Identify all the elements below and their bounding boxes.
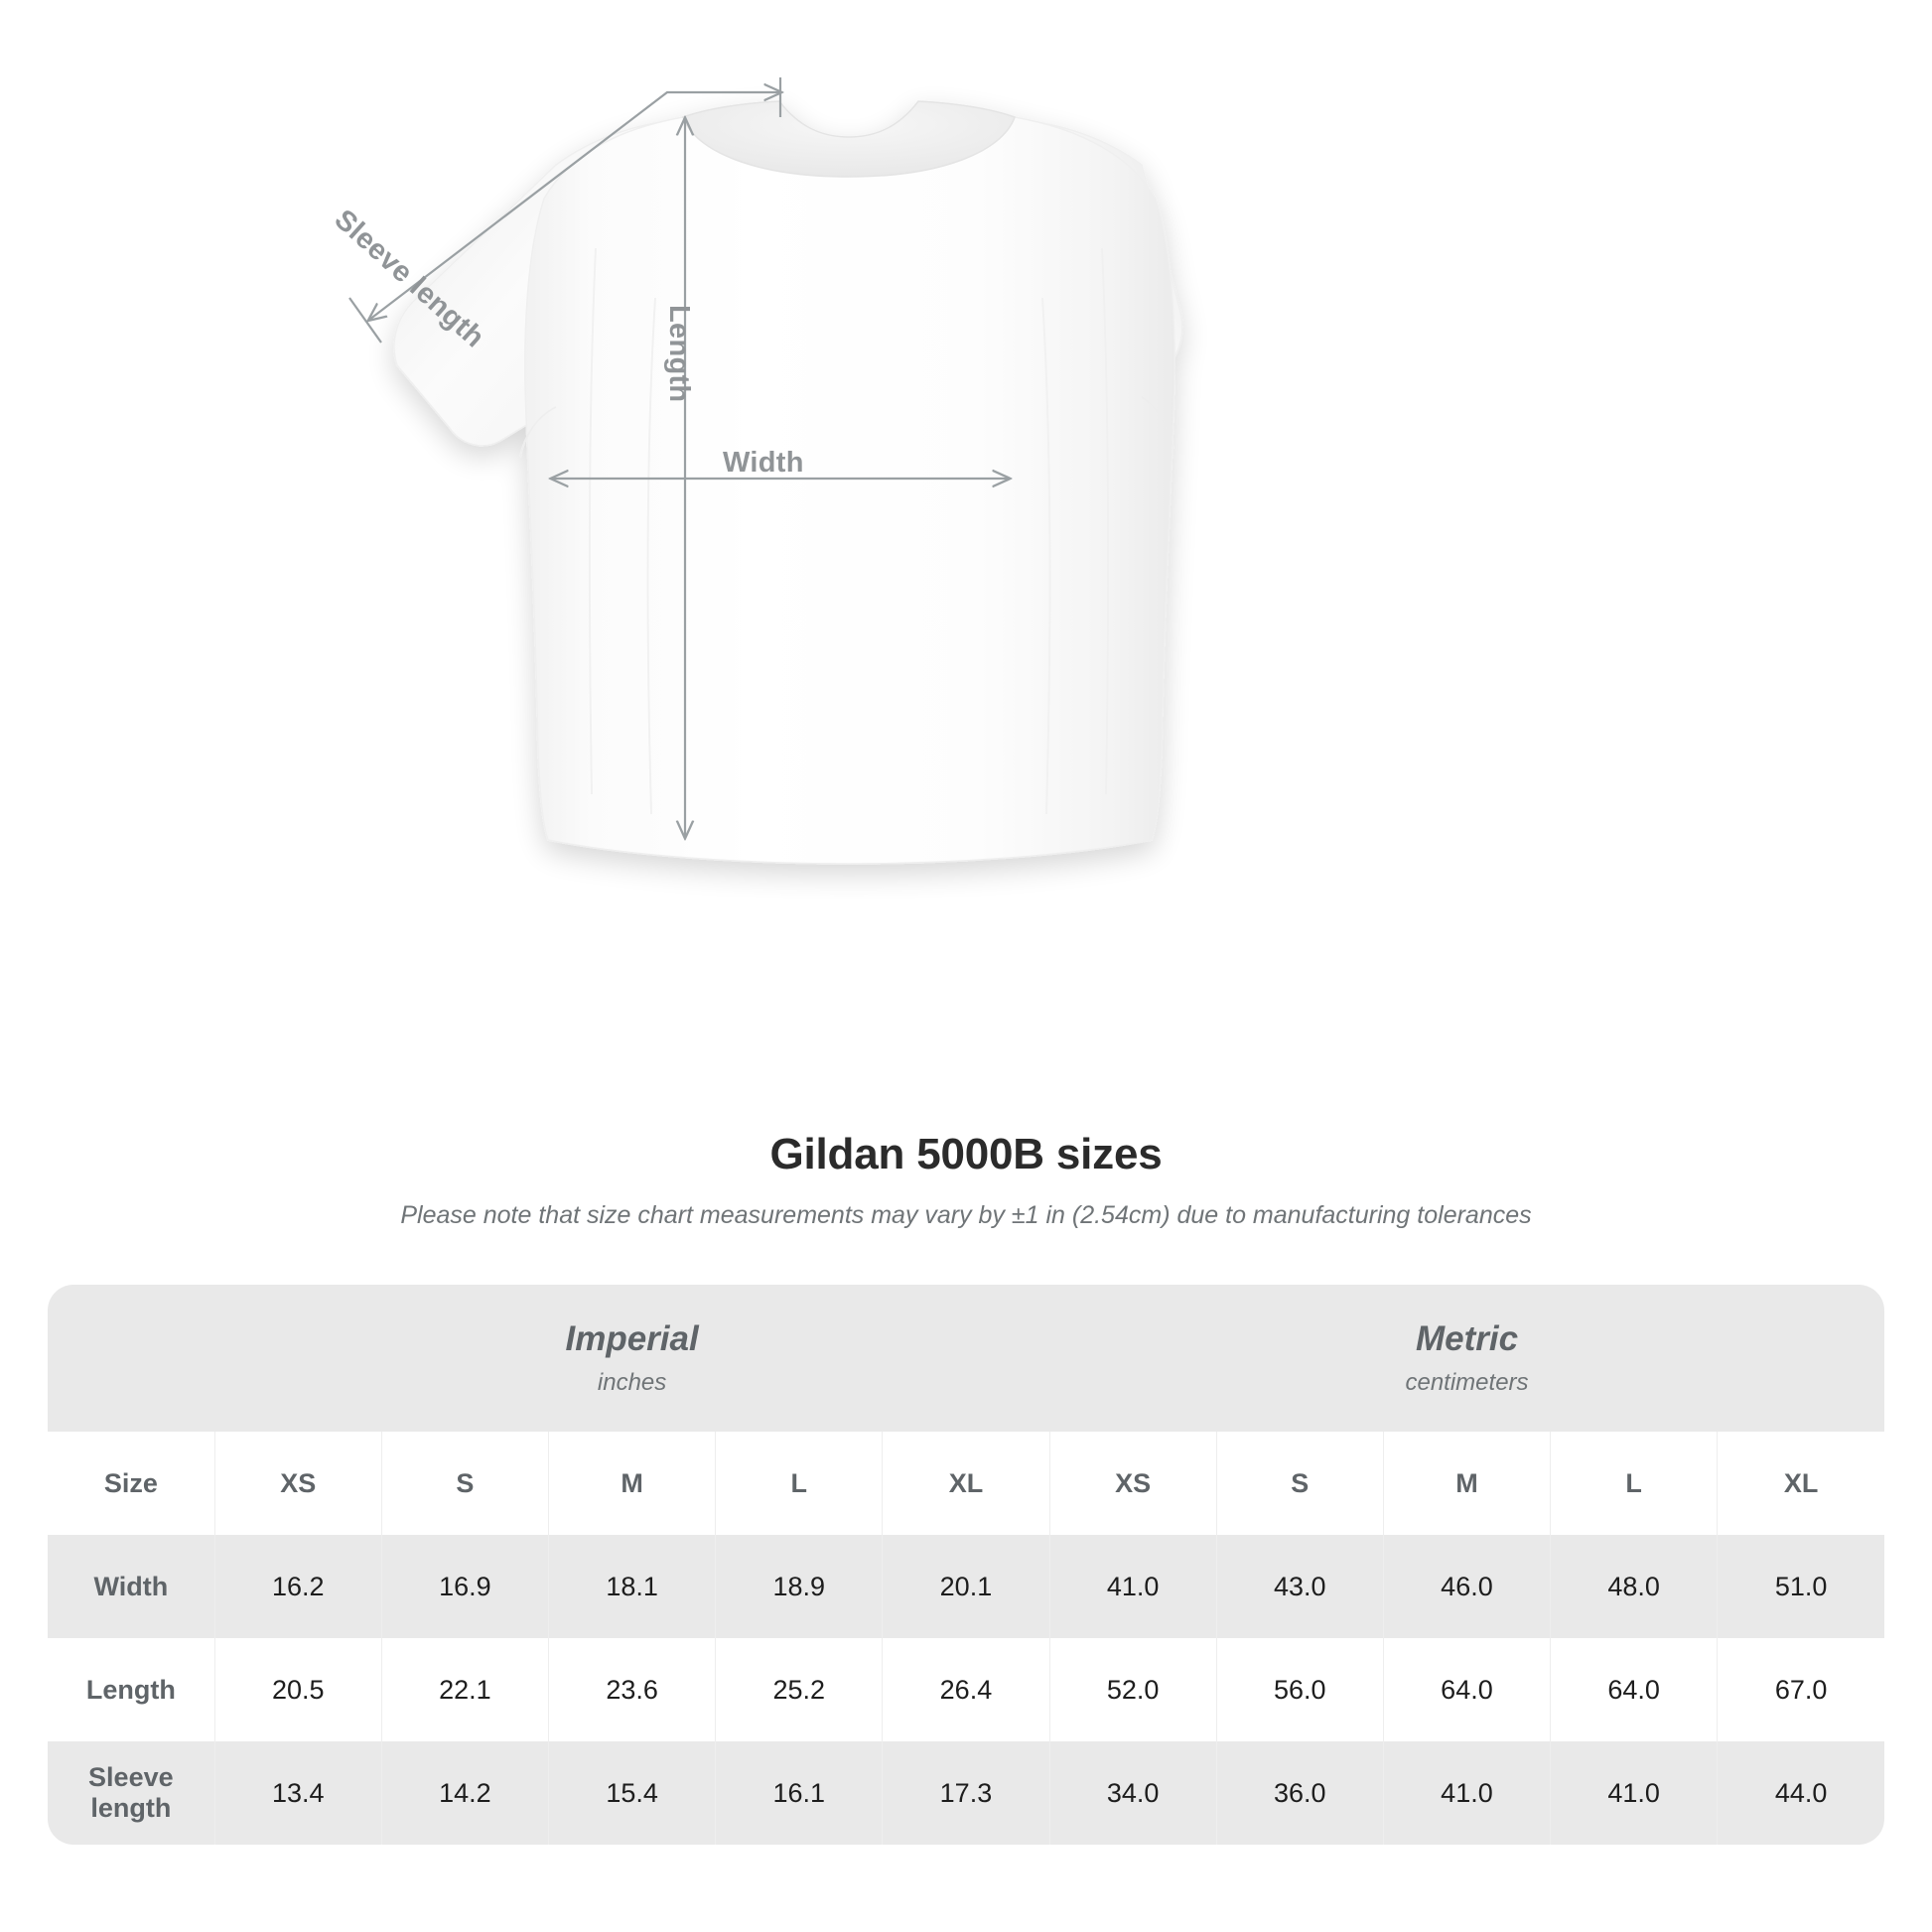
cell-length-imperial-l: 25.2 xyxy=(715,1638,883,1741)
header-size-imperial-m: M xyxy=(548,1432,716,1535)
cell-length-metric-xl: 67.0 xyxy=(1717,1638,1884,1741)
cell-width-metric-m: 46.0 xyxy=(1382,1535,1551,1638)
header-size-imperial-s: S xyxy=(380,1432,549,1535)
cell-width-imperial-l: 18.9 xyxy=(715,1535,883,1638)
row-label-width: Width xyxy=(48,1535,215,1638)
cell-length-imperial-m: 23.6 xyxy=(548,1638,716,1741)
header-size-metric-s: S xyxy=(1215,1432,1384,1535)
page-title: Gildan 5000B sizes xyxy=(769,1130,1163,1178)
cell-sleeve-metric-xs: 34.0 xyxy=(1048,1741,1217,1845)
header-size-metric-l: L xyxy=(1550,1432,1718,1535)
cell-sleeve-imperial-m: 15.4 xyxy=(548,1741,716,1845)
row-label-length: Length xyxy=(48,1638,215,1741)
cell-width-imperial-xs: 16.2 xyxy=(213,1535,382,1638)
size-chart-table: Imperial inches Metric centimeters Size … xyxy=(48,1285,1884,1845)
cell-length-metric-s: 56.0 xyxy=(1215,1638,1384,1741)
cell-width-imperial-s: 16.9 xyxy=(380,1535,549,1638)
cell-length-imperial-xs: 20.5 xyxy=(213,1638,382,1741)
cell-sleeve-imperial-xl: 17.3 xyxy=(882,1741,1050,1845)
shirt-size-diagram: Sleeve length Length Width xyxy=(328,77,1183,865)
unit-system-header-row: Imperial inches Metric centimeters xyxy=(48,1285,1884,1432)
band-metric-unit: centimeters xyxy=(1405,1369,1529,1397)
cell-length-imperial-s: 22.1 xyxy=(380,1638,549,1741)
table-row: Length 20.5 22.1 23.6 25.2 26.4 52.0 56.… xyxy=(48,1638,1884,1741)
table-row: Width 16.2 16.9 18.1 18.9 20.1 41.0 43.0… xyxy=(48,1535,1884,1638)
header-size-imperial-l: L xyxy=(715,1432,883,1535)
size-chart-table-wrapper: Imperial inches Metric centimeters Size … xyxy=(48,1285,1884,1845)
cell-width-metric-l: 48.0 xyxy=(1550,1535,1718,1638)
row-label-sleeve-length: Sleeve length xyxy=(48,1741,215,1845)
band-imperial: Imperial inches xyxy=(214,1285,1050,1432)
header-size-imperial-xs: XS xyxy=(213,1432,382,1535)
cell-length-metric-l: 64.0 xyxy=(1550,1638,1718,1741)
width-label: Width xyxy=(723,447,804,479)
cell-width-metric-s: 43.0 xyxy=(1215,1535,1384,1638)
cell-sleeve-imperial-s: 14.2 xyxy=(380,1741,549,1845)
cell-width-imperial-xl: 20.1 xyxy=(882,1535,1050,1638)
cell-width-metric-xs: 41.0 xyxy=(1048,1535,1217,1638)
cell-sleeve-metric-l: 41.0 xyxy=(1550,1741,1718,1845)
cell-sleeve-metric-s: 36.0 xyxy=(1215,1741,1384,1845)
header-size-metric-xs: XS xyxy=(1048,1432,1217,1535)
cell-length-metric-xs: 52.0 xyxy=(1048,1638,1217,1741)
header-size-metric-m: M xyxy=(1382,1432,1551,1535)
length-label: Length xyxy=(663,305,695,403)
cell-length-imperial-xl: 26.4 xyxy=(882,1638,1050,1741)
band-metric: Metric centimeters xyxy=(1049,1285,1884,1432)
cell-length-metric-m: 64.0 xyxy=(1382,1638,1551,1741)
cell-width-metric-xl: 51.0 xyxy=(1717,1535,1884,1638)
band-imperial-unit: inches xyxy=(597,1369,667,1397)
band-imperial-title: Imperial xyxy=(565,1318,699,1358)
size-header-row: Size XS S M L XL XS S M L XL xyxy=(48,1432,1884,1535)
tolerance-note: Please note that size chart measurements… xyxy=(400,1201,1532,1229)
band-metric-title: Metric xyxy=(1415,1318,1519,1358)
header-size-metric-xl: XL xyxy=(1717,1432,1884,1535)
cell-sleeve-metric-m: 41.0 xyxy=(1382,1741,1551,1845)
cell-width-imperial-m: 18.1 xyxy=(548,1535,716,1638)
cell-sleeve-imperial-l: 16.1 xyxy=(715,1741,883,1845)
header-size-label: Size xyxy=(48,1432,215,1535)
title-block: Gildan 5000B sizes Please note that size… xyxy=(0,1130,1932,1230)
header-size-imperial-xl: XL xyxy=(882,1432,1050,1535)
cell-sleeve-imperial-xs: 13.4 xyxy=(213,1741,382,1845)
cell-sleeve-metric-xl: 44.0 xyxy=(1717,1741,1884,1845)
table-row: Sleeve length 13.4 14.2 15.4 16.1 17.3 3… xyxy=(48,1741,1884,1845)
tshirt-photo xyxy=(393,100,1183,865)
band-spacer-cell xyxy=(48,1285,215,1432)
